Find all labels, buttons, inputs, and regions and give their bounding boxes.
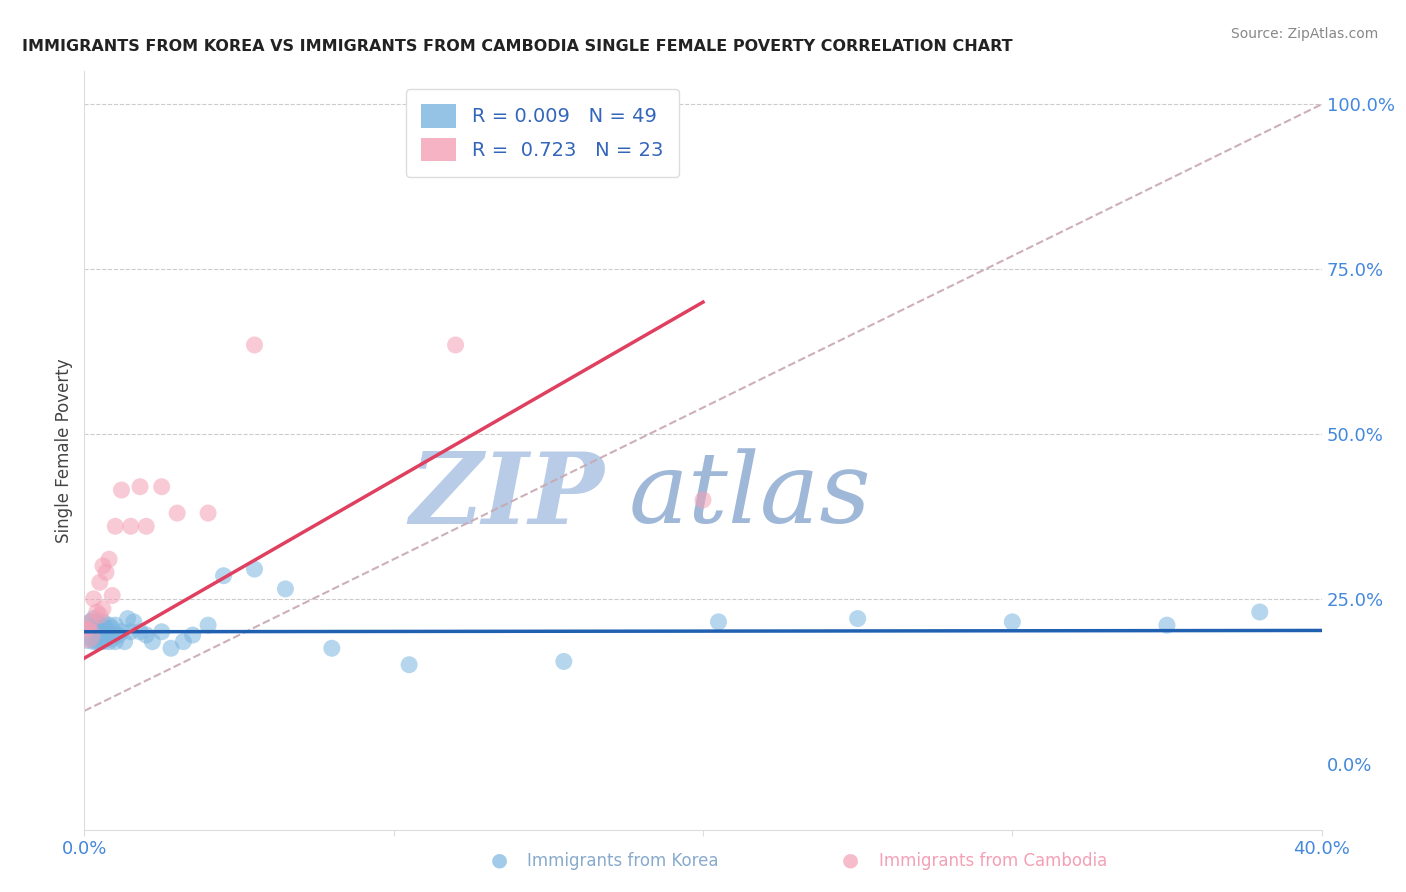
Point [86,615,108,629]
Point [89,575,111,590]
Point [160,641,183,656]
Point [89,624,111,639]
Point [197,618,219,632]
Point [110,624,132,639]
Point [98,618,121,632]
Legend: R = 0.009   N = 49, R =  0.723   N = 23: R = 0.009 N = 49, R = 0.723 N = 23 [406,88,679,177]
Point [110,483,132,497]
Point [91,624,114,639]
Point [94,622,117,636]
Point [86,605,108,619]
Text: IMMIGRANTS FROM KOREA VS IMMIGRANTS FROM CAMBODIA SINGLE FEMALE POVERTY CORRELAT: IMMIGRANTS FROM KOREA VS IMMIGRANTS FROM… [22,38,1014,54]
Point [243,338,266,352]
Point [101,632,124,646]
Point [89,608,111,623]
Point [79,632,101,646]
Point [135,519,157,533]
Point [129,624,152,639]
Point [79,615,101,629]
Point [141,634,163,648]
Text: atlas: atlas [628,449,872,543]
Point [1001,615,1024,629]
Point [101,622,124,636]
Point [104,618,127,632]
Point [150,624,173,639]
Point [91,634,114,648]
Point [1249,605,1271,619]
Point [104,634,127,648]
Point [120,519,142,533]
Text: ●: ● [491,851,508,870]
Text: ●: ● [842,851,859,870]
Point [117,611,139,625]
Point [83,622,105,636]
Point [94,632,117,646]
Text: Immigrants from Korea: Immigrants from Korea [527,852,718,870]
Point [76,628,98,642]
Point [86,624,108,639]
Point [98,624,121,639]
Text: ZIP: ZIP [409,448,605,544]
Point [122,615,145,629]
Point [98,634,121,648]
Point [91,558,114,573]
Point [321,641,343,656]
Y-axis label: Single Female Poverty: Single Female Poverty [55,359,73,542]
Point [129,480,152,494]
Point [104,519,127,533]
Point [120,624,142,639]
Point [89,615,111,629]
Point [101,589,124,603]
Point [91,601,114,615]
Point [86,634,108,648]
Point [76,628,98,642]
Point [166,506,188,520]
Point [76,622,98,636]
Point [89,634,111,648]
Point [150,480,173,494]
Point [91,615,114,629]
Point [846,611,869,625]
Point [692,492,714,507]
Point [243,562,266,576]
Point [98,552,121,566]
Point [79,615,101,629]
Point [197,506,219,520]
Point [83,634,105,648]
Text: Source: ZipAtlas.com: Source: ZipAtlas.com [1230,27,1378,41]
Point [181,628,204,642]
Text: Immigrants from Cambodia: Immigrants from Cambodia [879,852,1107,870]
Point [553,655,575,669]
Point [107,628,129,642]
Point [94,566,117,580]
Point [1156,618,1178,632]
Point [444,338,467,352]
Point [212,568,235,582]
Point [83,591,105,606]
Point [398,657,420,672]
Point [135,628,157,642]
Point [274,582,297,596]
Point [707,615,730,629]
Point [172,634,194,648]
Point [114,634,136,648]
Point [83,611,105,625]
